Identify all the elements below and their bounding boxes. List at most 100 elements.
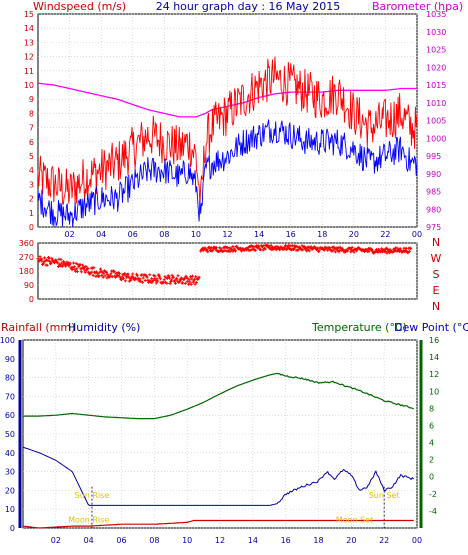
y-tick-left: 9 [29,95,34,104]
direction-point [153,274,157,278]
direction-point [189,275,192,279]
direction-point [263,247,267,251]
direction-point [84,265,88,268]
direction-point [179,278,183,282]
direction-point [129,278,133,282]
y-tick-left: 5 [29,152,34,161]
direction-point [95,270,98,274]
y-tick-right: 0 [429,473,434,482]
direction-point [102,271,106,275]
direction-point [185,280,189,283]
direction-point [165,281,169,285]
y-tick-left: 20 [5,486,15,495]
direction-point [181,281,185,285]
direction-point [158,277,162,281]
direction-point [219,247,223,251]
direction-point [118,272,121,276]
direction-point [287,243,291,247]
x-tick-label: 08 [149,536,159,545]
direction-point [301,248,305,252]
direction-point [193,277,196,281]
direction-point [296,248,300,252]
compass-label: W [431,252,442,265]
direction-point [101,275,105,279]
direction-point [39,259,43,263]
direction-point [167,275,171,279]
y-tick-right: 1025 [426,46,446,55]
right-axis-label-temperature: Temperature (°C) [311,321,407,334]
direction-point [72,265,76,269]
direction-point [206,250,210,254]
direction-point [307,249,311,253]
direction-point [74,261,78,265]
direction-point [72,261,75,265]
y-tick-left: 14 [24,24,34,33]
x-tick-label: 12 [215,536,225,545]
y-tick-left: 4 [29,166,34,175]
direction-point [407,249,411,253]
direction-point [194,275,198,279]
direction-point [269,244,273,247]
y-tick-right: 1010 [426,99,446,108]
direction-point [183,276,187,280]
direction-point [187,278,191,282]
direction-point [138,277,142,281]
direction-point [43,256,47,260]
direction-point [97,274,101,278]
y-tick-left: 60 [5,411,15,420]
direction-point [156,279,160,283]
direction-point [36,257,40,261]
direction-point [168,276,171,280]
direction-point [385,251,389,255]
direction-point [398,247,402,250]
x-tick-label: 14 [254,230,264,239]
direction-point [367,249,371,253]
y-tick-right: 980 [426,205,441,214]
x-tick-label: 20 [346,536,356,545]
direction-point [176,274,180,278]
direction-point [248,249,252,252]
direction-point [168,282,172,285]
direction-point [147,280,150,284]
direction-point [292,246,296,250]
direction-point [295,244,299,248]
direction-point [81,263,85,267]
y-tick-right: 1005 [426,117,446,126]
direction-point [56,265,60,268]
direction-point [75,270,79,274]
direction-point [123,272,127,275]
direction-point [92,266,96,270]
direction-point [197,275,201,279]
direction-point [52,261,56,265]
y-tick-left: 10 [24,81,34,90]
direction-point [135,274,139,278]
direction-point [58,264,62,268]
x-tick-label: 00 [412,230,422,239]
direction-point [205,248,209,252]
y-tick-right: 14 [429,353,439,362]
y-tick-right: -2 [429,490,437,499]
direction-point [75,267,79,271]
direction-point [170,273,174,277]
direction-point [231,245,235,248]
direction-point [100,273,104,277]
compass-label: E [433,284,440,297]
direction-point [83,270,87,274]
direction-point [395,246,399,250]
direction-point [226,246,230,249]
direction-point [284,243,288,247]
y-tick-label: 270 [19,253,34,262]
compass-label: N [432,300,440,313]
direction-point [317,249,321,253]
direction-point [175,277,179,281]
direction-point [151,279,155,282]
direction-point [91,273,95,277]
annotation-moon-rise: Moon Rise [68,515,109,524]
x-tick-label: 16 [286,230,296,239]
y-tick-right: 2 [429,456,434,465]
direction-point [49,261,53,265]
direction-point [170,278,173,282]
direction-point [352,250,356,254]
y-tick-right: 1030 [426,28,446,37]
x-tick-label: 18 [317,230,327,239]
